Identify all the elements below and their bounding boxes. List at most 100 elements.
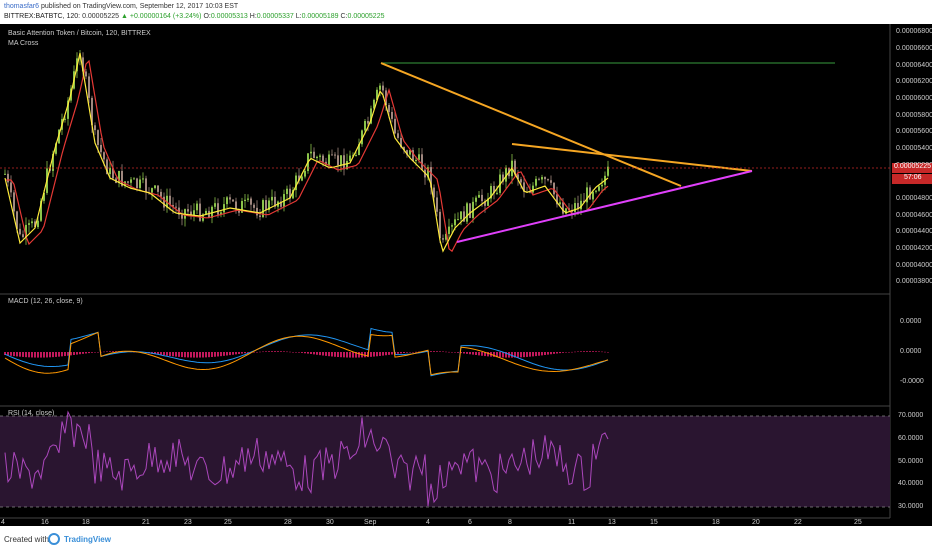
macd-tick-label: 0.0000 — [900, 318, 922, 325]
candle-body — [460, 211, 462, 220]
author-link[interactable]: thomasfar6 — [4, 3, 40, 10]
time-tick-label: 25 — [224, 519, 232, 526]
candlestick-series — [4, 50, 609, 245]
macd-bar — [205, 352, 207, 358]
macd-bar — [388, 352, 390, 355]
rsi-tick-label: 70.0000 — [898, 412, 924, 419]
rsi-tick-label: 60.0000 — [898, 435, 924, 442]
macd-bar — [523, 352, 525, 358]
candle-body — [106, 159, 108, 175]
macd-bar — [316, 352, 318, 355]
macd-bar — [340, 352, 342, 358]
candle-body — [82, 57, 84, 72]
macd-bar — [37, 352, 39, 358]
macd-bar — [229, 352, 231, 356]
macd-bar — [52, 352, 54, 358]
candle-body — [388, 104, 390, 112]
macd-bar — [4, 352, 6, 356]
candle-body — [121, 170, 123, 186]
candle-body — [361, 130, 363, 145]
macd-bar — [334, 352, 336, 357]
candle-body — [367, 121, 369, 124]
candle-body — [478, 194, 480, 198]
price-tick-label: 0.00005400 — [896, 145, 932, 152]
macd-bar — [559, 352, 561, 354]
trendline-orange-lower[interactable] — [511, 143, 753, 172]
time-tick-label: Sep — [364, 519, 377, 526]
macd-bar — [529, 352, 531, 357]
candle-body — [289, 188, 291, 199]
candle-body — [559, 202, 561, 205]
candle-body — [43, 192, 45, 201]
price-tick-label: 0.00004600 — [896, 212, 932, 219]
macd-bar — [94, 352, 96, 353]
candle-body — [505, 167, 507, 182]
candle-body — [577, 203, 579, 210]
macd-bar — [430, 351, 432, 352]
macd-bar — [412, 352, 414, 353]
candle-body — [541, 177, 543, 180]
macd-bar — [526, 352, 528, 357]
candle-body — [118, 170, 120, 183]
chart-canvas[interactable] — [0, 24, 932, 526]
time-tick-label: 8 — [508, 519, 512, 526]
candle-body — [409, 150, 411, 155]
candle-body — [421, 154, 423, 170]
macd-bar — [277, 351, 279, 352]
candle-body — [13, 192, 15, 212]
macd-bar — [208, 352, 210, 358]
macd-bar — [238, 352, 240, 354]
candle-body — [67, 100, 69, 119]
candle-body — [556, 194, 558, 205]
candle-body — [589, 187, 591, 200]
candle-body — [574, 203, 576, 212]
candle-body — [430, 167, 432, 188]
candle-body — [433, 187, 435, 198]
candle-body — [34, 221, 36, 228]
macd-title: MACD (12, 26, close, 9) — [8, 298, 83, 305]
macd-bar — [457, 352, 459, 353]
macd-bar — [40, 352, 42, 358]
candle-body — [103, 152, 105, 160]
candle-body — [100, 144, 102, 153]
macd-bar — [55, 352, 57, 357]
candle-body — [229, 197, 231, 200]
macd-bar — [85, 352, 87, 354]
candle-body — [484, 201, 486, 206]
macd-bar — [199, 352, 201, 358]
time-tick-label: 15 — [650, 519, 658, 526]
candle-body — [379, 85, 381, 90]
macd-bar — [358, 352, 360, 358]
macd-bar — [556, 352, 558, 354]
macd-bar — [181, 352, 183, 358]
macd-bar — [307, 352, 309, 354]
candle-body — [514, 160, 516, 175]
chart-area[interactable]: Basic Attention Token / Bitcoin, 120, BI… — [0, 24, 932, 526]
candle-body — [22, 234, 24, 238]
macd-bar — [73, 352, 75, 355]
macd-bar — [220, 352, 222, 357]
macd-bar — [232, 352, 234, 355]
macd-bar — [184, 352, 186, 358]
candle-body — [319, 155, 321, 157]
candle-body — [136, 178, 138, 188]
signal-line — [4, 331, 609, 376]
trendline-orange-upper[interactable] — [380, 62, 682, 187]
trendline-magenta[interactable] — [456, 170, 753, 243]
macd-bar — [586, 351, 588, 352]
open-value: 0.00005313 — [210, 13, 248, 20]
tradingview-logo-icon[interactable] — [48, 533, 60, 545]
macd-bar — [475, 352, 477, 356]
ma-slow-line — [5, 59, 609, 253]
candle-body — [448, 226, 450, 234]
candle-body — [214, 203, 216, 207]
tradingview-brand-link[interactable]: TradingView — [64, 535, 111, 544]
rsi-tick-label: 50.0000 — [898, 458, 924, 465]
macd-bar — [19, 352, 21, 357]
macd-bar — [436, 351, 438, 352]
macd-bar — [406, 352, 408, 353]
macd-bar — [283, 351, 285, 352]
candle-body — [286, 188, 288, 195]
candle-body — [454, 219, 456, 226]
macd-bar — [82, 352, 84, 354]
